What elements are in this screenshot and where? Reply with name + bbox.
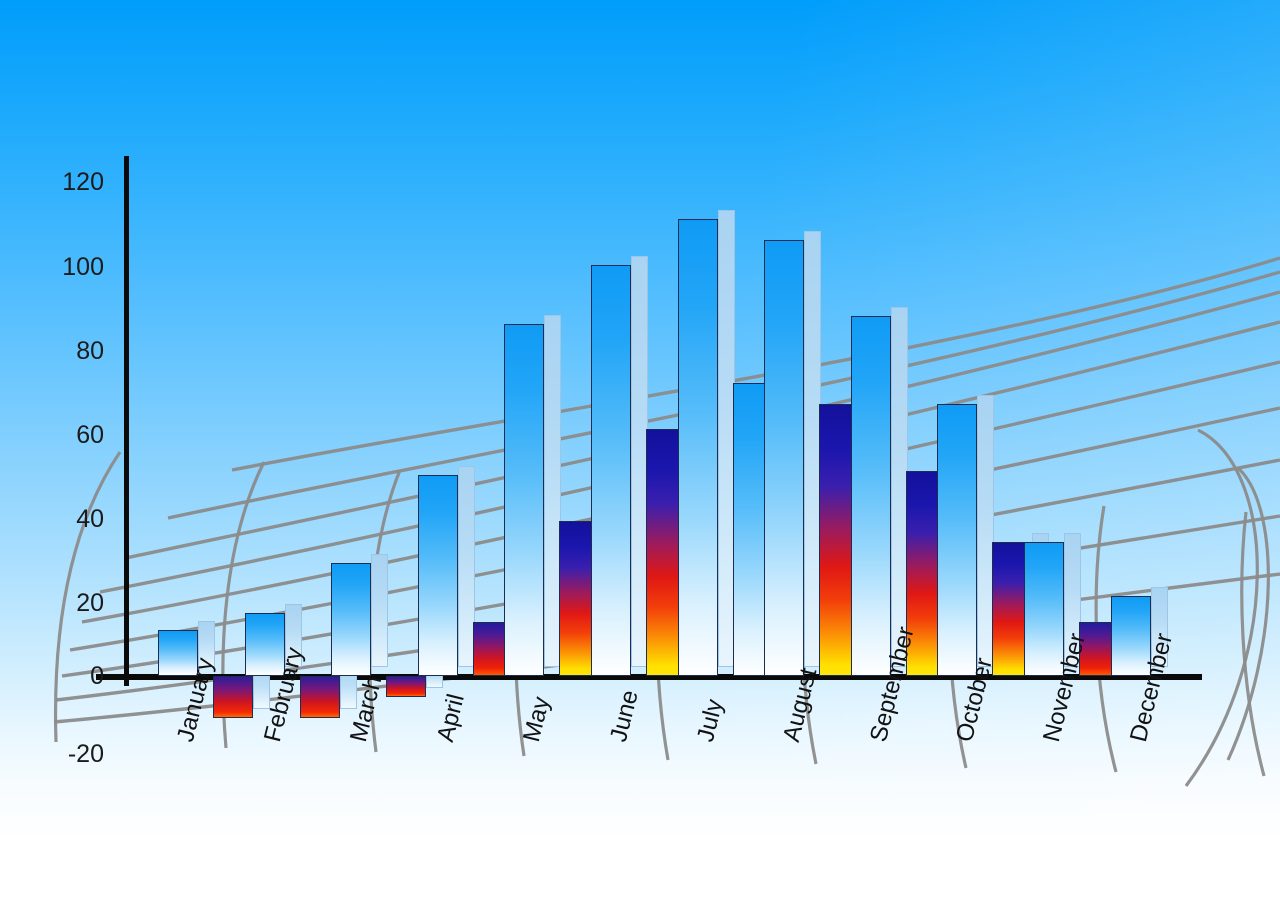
bar-front-face	[1024, 541, 1064, 676]
bar-side-face	[371, 553, 389, 667]
bar-side-face	[457, 465, 475, 667]
bar-series1-4	[504, 315, 562, 676]
bar-side-face	[198, 620, 215, 667]
bar-series2-0	[213, 667, 270, 718]
bar-side-face	[1064, 532, 1081, 667]
y-axis-tick-labels: 120 100 80 60 40 20 0 -20	[44, 0, 104, 905]
bar-series1-9	[937, 394, 995, 676]
y-tick-20: 20	[76, 589, 104, 617]
bar-series1-5	[591, 256, 648, 676]
bar-series1-10	[1024, 532, 1081, 676]
x-axis-line	[96, 674, 1202, 680]
x-label-may: May	[518, 694, 556, 745]
bar-series1-1	[244, 604, 302, 676]
bar-side-face	[544, 315, 562, 667]
bar-series1-2	[331, 553, 389, 676]
bar-series1-3	[417, 465, 475, 676]
bar-front-face	[331, 562, 372, 676]
bar-front-face	[850, 315, 891, 676]
y-tick-100: 100	[62, 253, 104, 281]
y-tick-120: 120	[62, 168, 104, 196]
y-tick-80: 80	[76, 337, 104, 365]
bar-front-face	[504, 324, 545, 676]
y-tick--20: -20	[67, 740, 104, 768]
bar-front-face	[386, 676, 427, 697]
bar-series2-2	[386, 667, 444, 697]
bar-series2-1	[299, 667, 357, 718]
bar-front-face	[937, 403, 978, 676]
bar-front-face	[1110, 596, 1151, 676]
bar-series1-11	[1110, 587, 1168, 676]
bar-side-face	[284, 604, 302, 667]
bar-front-face	[677, 219, 718, 676]
bar-side-face	[1150, 587, 1168, 667]
bar-front-face	[213, 676, 253, 718]
y-tick-60: 60	[76, 421, 104, 449]
x-label-june: June	[605, 687, 644, 745]
bar-front-face	[299, 676, 340, 718]
y-tick-0: 0	[90, 662, 104, 690]
y-axis-line	[124, 156, 129, 686]
bar-front-face	[244, 613, 285, 676]
bar-side-face	[977, 394, 995, 667]
bar-series1-7	[764, 231, 822, 676]
bar-series1-0	[158, 620, 215, 676]
bar-front-face	[591, 265, 631, 676]
bar-front-face	[764, 240, 805, 676]
x-label-april: April	[431, 691, 470, 745]
x-label-july: July	[691, 696, 729, 745]
bar-series1-8	[850, 306, 908, 676]
bar-series1-6	[677, 210, 735, 676]
bar-front-face	[158, 629, 198, 676]
bar-front-face	[417, 474, 458, 676]
y-tick-40: 40	[76, 505, 104, 533]
